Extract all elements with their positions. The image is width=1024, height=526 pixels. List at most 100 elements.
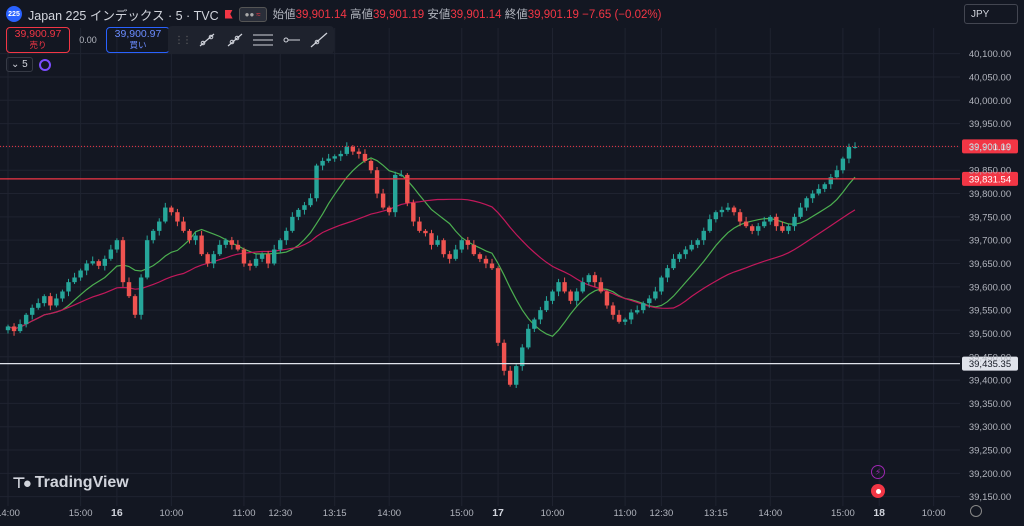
candle-body — [429, 233, 434, 245]
candle-body — [211, 254, 216, 264]
candle-body — [828, 177, 833, 185]
time-tick-label: 13:15 — [704, 508, 728, 519]
candle-body — [108, 249, 114, 259]
candle-body — [574, 291, 579, 301]
candle-body — [846, 146, 852, 159]
candle-body — [792, 216, 797, 227]
time-tick-label: 15:00 — [831, 508, 855, 519]
time-tick-label: 16 — [111, 507, 123, 519]
candle-body — [713, 212, 719, 220]
lightning-icon[interactable]: ⚡ — [871, 465, 885, 479]
candle-body — [247, 263, 253, 266]
candle-body — [598, 282, 604, 292]
candle-body — [659, 277, 664, 292]
time-tick-label: 14:00 — [0, 508, 20, 519]
candle-body — [568, 291, 573, 301]
candle-body — [23, 314, 29, 325]
open-label: 始値 — [272, 9, 296, 21]
time-tick-label: 18 — [873, 507, 885, 519]
candle-body — [5, 326, 11, 331]
ray-icon[interactable] — [224, 30, 246, 50]
record-icon[interactable] — [871, 484, 885, 498]
price-axis: 40,100.00 40,050.00 40,000.00 39,950.00 39,9… — [969, 49, 1011, 503]
candle-body — [278, 240, 283, 250]
candle-body — [707, 219, 712, 231]
axis-settings-icon[interactable] — [970, 505, 982, 517]
candle-body — [719, 209, 725, 213]
gear-icon[interactable] — [38, 58, 51, 71]
level-tag — [962, 139, 1018, 154]
candle-body — [465, 240, 470, 245]
candle-body — [78, 270, 83, 278]
level-label: 39,901.19 — [969, 142, 1011, 153]
time-tick-label: 14:00 — [377, 508, 401, 519]
candle-body — [284, 230, 289, 241]
candle-body — [393, 174, 398, 213]
candle-body — [386, 207, 392, 213]
price-tick-label: 39,650.00 — [969, 259, 1011, 270]
candle-body — [17, 324, 23, 332]
candle-body — [380, 193, 386, 208]
time-tick-label: 13:15 — [323, 508, 347, 519]
horizontal-ray-icon[interactable] — [280, 30, 302, 50]
flag-icon[interactable] — [224, 9, 233, 19]
candle-body — [544, 300, 549, 311]
candle-body — [550, 291, 555, 301]
close-value: 39,901.19 — [527, 9, 579, 21]
candle-body — [332, 156, 337, 159]
interval-selector[interactable]: ⌄ 5 — [6, 57, 33, 72]
candle-body — [822, 184, 827, 189]
high-label: 高値 — [350, 9, 374, 21]
candle-body — [592, 275, 598, 283]
symbol-header: 225 Japan 225 インデックス · 5 · TVC ●● ≈ 始値 39,… — [6, 3, 661, 25]
candle-body — [556, 282, 561, 292]
extended-line-icon[interactable] — [308, 30, 330, 50]
candle-body — [743, 221, 749, 227]
candle-body — [683, 249, 688, 255]
candle-body — [852, 146, 858, 148]
time-tick-label: 14:00 — [758, 508, 782, 519]
sell-button[interactable]: 39,900.97 売り — [6, 27, 70, 53]
horizontal-lines-icon[interactable] — [252, 30, 274, 50]
price-tick-label: 39,600.00 — [969, 282, 1011, 293]
currency-selector[interactable]: JPY — [964, 4, 1018, 24]
trade-panel: 39,900.97 売り 0.00 39,900.97 買い — [6, 27, 170, 53]
candle-body — [580, 282, 585, 292]
trend-line-icon[interactable] — [196, 30, 218, 50]
candle-body — [193, 235, 198, 241]
candle-body — [756, 226, 761, 231]
candle-body — [507, 370, 513, 385]
candle-body — [447, 254, 452, 259]
candle-body — [616, 314, 622, 322]
candle-body — [138, 277, 144, 315]
candle-body — [501, 342, 507, 371]
candle-body — [157, 221, 162, 231]
candle-body — [514, 366, 519, 385]
buy-label: 買い — [129, 40, 147, 50]
visibility-toggle[interactable]: ●● ≈ — [238, 6, 267, 22]
price-tick-label: 39,150.00 — [969, 492, 1011, 503]
time-tick-label: 10:00 — [159, 508, 183, 519]
candle-body — [653, 291, 658, 299]
candle-body — [235, 244, 241, 250]
buy-button[interactable]: 39,900.97 買い — [106, 27, 170, 53]
candle-body — [520, 347, 525, 367]
candle-body — [326, 158, 331, 161]
candle-body — [60, 291, 65, 299]
symbol-name[interactable]: Japan 225 インデックス · 5 · TVC — [28, 8, 219, 23]
candle-body — [641, 303, 646, 311]
symbol-badge[interactable]: 225 — [6, 6, 22, 22]
price-tick-label: 39,700.00 — [969, 236, 1011, 247]
candle-body — [477, 254, 483, 259]
candle-body — [768, 216, 773, 222]
candle-body — [72, 277, 77, 283]
candle-body — [259, 254, 265, 259]
candle-body — [780, 226, 785, 231]
drag-handle-icon[interactable]: ⋮⋮ — [174, 34, 192, 46]
candle-body — [114, 240, 120, 250]
candle-body — [241, 249, 247, 264]
candle-body — [272, 249, 277, 264]
candle-body — [126, 282, 132, 297]
time-axis: 14:00 15:00 16 10:00 11:00 12:30 13:15 14:00 15:… — [0, 507, 946, 519]
